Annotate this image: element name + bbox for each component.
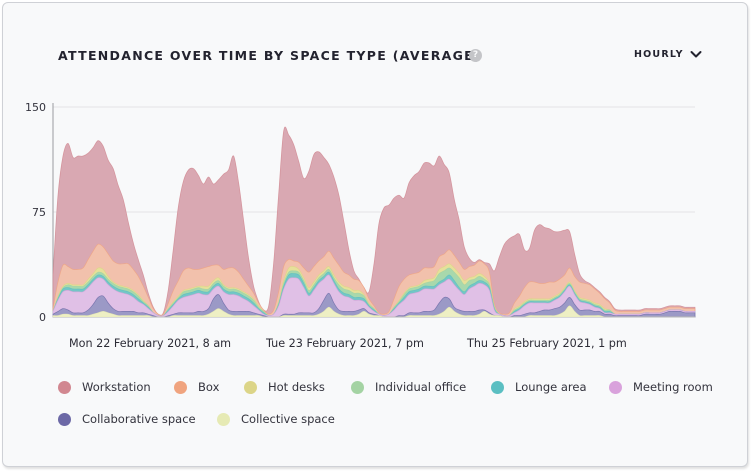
legend-item-individual-office[interactable]: Individual office	[351, 380, 466, 394]
legend-label: Hot desks	[268, 380, 325, 394]
legend-swatch	[217, 412, 230, 426]
legend-item-lounge-area[interactable]: Lounge area	[491, 380, 587, 394]
legend-swatch	[491, 380, 504, 394]
chart-title: ATTENDANCE OVER TIME BY SPACE TYPE (AVER…	[58, 48, 482, 63]
y-tick-label: 150	[25, 101, 46, 114]
legend-swatch	[174, 380, 187, 394]
legend-label: Lounge area	[515, 380, 587, 394]
legend-item-meeting-room[interactable]: Meeting room	[609, 380, 713, 394]
x-tick-label: Tue 23 February 2021, 7 pm	[266, 337, 424, 350]
legend-swatch	[351, 380, 364, 394]
legend-label: Individual office	[375, 380, 467, 394]
legend-label: Workstation	[82, 380, 151, 394]
x-tick-label: Mon 22 February 2021, 8 am	[69, 337, 232, 350]
legend-swatch	[58, 380, 71, 394]
period-dropdown[interactable]: HOURLY	[634, 49, 702, 60]
legend-label: Meeting room	[633, 380, 713, 394]
legend-swatch	[244, 380, 257, 394]
period-label: HOURLY	[634, 49, 684, 60]
chevron-down-icon	[690, 51, 702, 58]
legend-swatch	[58, 412, 71, 426]
legend-swatch	[609, 380, 622, 394]
y-tick-label: 0	[39, 311, 46, 324]
legend-item-workstation[interactable]: Workstation	[58, 380, 151, 394]
legend-item-hot-desks[interactable]: Hot desks	[244, 380, 325, 394]
area-workstation[interactable]	[52, 126, 696, 318]
legend-item-collective-space[interactable]: Collective space	[217, 412, 335, 426]
question-circle-icon[interactable]: ?	[469, 49, 482, 62]
legend-label: Box	[198, 380, 220, 394]
y-tick-label: 75	[32, 206, 46, 219]
legend-item-box[interactable]: Box	[174, 380, 219, 394]
x-tick-label: Thu 25 February 2021, 1 pm	[467, 337, 627, 350]
legend-label: Collaborative space	[82, 412, 196, 426]
legend-label: Collective space	[241, 412, 335, 426]
legend-item-collaborative-space[interactable]: Collaborative space	[58, 412, 196, 426]
